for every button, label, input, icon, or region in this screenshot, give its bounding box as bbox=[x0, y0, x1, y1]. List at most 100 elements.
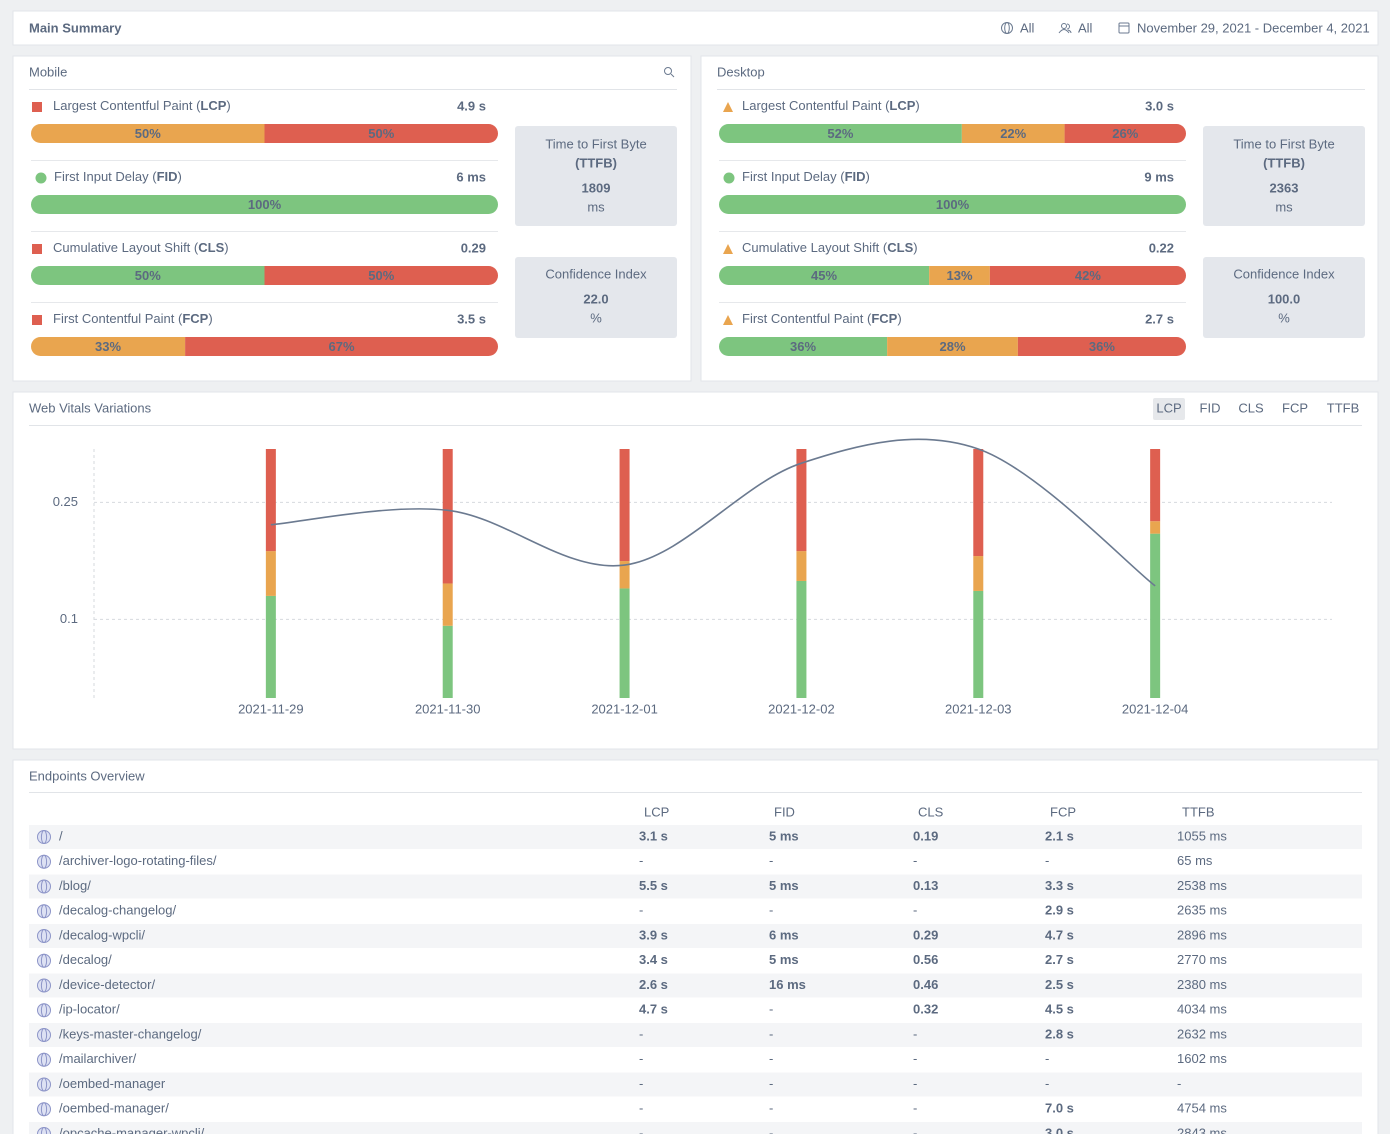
endpoint-path[interactable]: /opcache-manager-wpcli/ bbox=[59, 1125, 205, 1134]
endpoint-path[interactable]: /device-detector/ bbox=[59, 977, 155, 992]
filter[interactable]: All bbox=[1001, 20, 1035, 35]
tab[interactable]: LCP bbox=[1153, 398, 1185, 420]
confidence-unit: % bbox=[1278, 310, 1290, 325]
metric-name-part: ) bbox=[897, 311, 901, 326]
metric-cell: 2635 ms bbox=[1177, 903, 1227, 918]
ttfb-value: 2363 bbox=[1270, 180, 1299, 195]
distribution-bar bbox=[719, 337, 1186, 356]
column-header: FID bbox=[774, 804, 795, 819]
endpoint-path[interactable]: /oembed-manager bbox=[59, 1076, 166, 1091]
distribution-segment bbox=[264, 266, 498, 285]
endpoint-icon-line bbox=[40, 904, 48, 919]
endpoint-icon bbox=[37, 1028, 51, 1042]
confidence-title: Confidence Index bbox=[1233, 266, 1335, 281]
confidence-value: 100.0 bbox=[1268, 291, 1301, 306]
users-icon-body bbox=[1058, 23, 1072, 34]
bar-segment bbox=[973, 590, 984, 698]
endpoint-path[interactable]: /oembed-manager/ bbox=[59, 1101, 169, 1116]
status-icon bbox=[32, 102, 42, 112]
endpoint-path[interactable]: /keys-master-changelog/ bbox=[59, 1026, 202, 1041]
distribution-bar bbox=[719, 124, 1186, 143]
metric-name-part: ) bbox=[915, 98, 919, 113]
metric-name-part: LCP bbox=[889, 98, 915, 113]
metric-name: Cumulative Layout Shift (CLS) bbox=[53, 240, 229, 255]
row-stripe bbox=[29, 1023, 1362, 1047]
endpoint-path[interactable]: /decalog-wpcli/ bbox=[59, 927, 145, 942]
metric-cell: - bbox=[1177, 1076, 1181, 1091]
metric-cell: - bbox=[913, 903, 917, 918]
metric-cell: - bbox=[1045, 1076, 1049, 1091]
tab[interactable]: TTFB bbox=[1327, 400, 1360, 415]
metric-cell: - bbox=[913, 853, 917, 868]
metric-value: 0.22 bbox=[1149, 240, 1174, 255]
ttfb-unit: ms bbox=[587, 199, 605, 214]
metric-cell: - bbox=[769, 1125, 773, 1134]
distribution-segment bbox=[1064, 124, 1186, 143]
bar-segment bbox=[796, 449, 807, 552]
distribution-label: 28% bbox=[939, 339, 965, 354]
endpoint-path[interactable]: /archiver-logo-rotating-files/ bbox=[59, 853, 217, 868]
bar-segment bbox=[973, 449, 984, 557]
panel-title: Desktop bbox=[717, 64, 765, 79]
distribution-segment bbox=[719, 195, 1186, 214]
metric-cell: - bbox=[913, 1026, 917, 1041]
endpoint-path[interactable]: /ip-locator/ bbox=[59, 1002, 120, 1017]
distribution-label: 50% bbox=[135, 268, 161, 283]
endpoint-path[interactable]: /decalog-changelog/ bbox=[59, 903, 176, 918]
bar-segment bbox=[619, 449, 630, 562]
metric-cell: 3.3 s bbox=[1045, 878, 1074, 893]
metric-cell: 4754 ms bbox=[1177, 1101, 1227, 1116]
zoom-icon-handle bbox=[670, 73, 675, 78]
metric-name-part: CLS bbox=[198, 240, 224, 255]
metric-cell: 1602 ms bbox=[1177, 1051, 1227, 1066]
x-tick-label: 2021-12-03 bbox=[945, 701, 1012, 716]
panel-title: Endpoints Overview bbox=[29, 768, 145, 783]
metric-cell: 2.9 s bbox=[1045, 903, 1074, 918]
endpoint-icon-line bbox=[40, 1052, 48, 1067]
distribution-label: 42% bbox=[1075, 268, 1101, 283]
bar-segment bbox=[973, 556, 984, 591]
tab[interactable]: FID bbox=[1200, 400, 1221, 415]
status-icon bbox=[32, 244, 42, 254]
metric-name: First Contentful Paint (FCP) bbox=[742, 311, 902, 326]
tab[interactable]: CLS bbox=[1238, 400, 1264, 415]
panel bbox=[12, 10, 1379, 46]
metric-cell: - bbox=[639, 1076, 643, 1091]
metric-cell: 2632 ms bbox=[1177, 1026, 1227, 1041]
endpoint-icon-line bbox=[40, 1102, 48, 1117]
endpoint-icon-line bbox=[40, 1003, 48, 1018]
distribution-segment bbox=[31, 337, 186, 356]
filter[interactable]: November 29, 2021 - December 4, 2021 bbox=[1118, 20, 1370, 35]
metric-cell: - bbox=[1045, 1051, 1049, 1066]
metric-cell: - bbox=[639, 1051, 643, 1066]
bar-segment bbox=[442, 583, 453, 626]
metric-name-part: First Input Delay ( bbox=[54, 169, 157, 184]
endpoint-path[interactable]: /mailarchiver/ bbox=[59, 1051, 137, 1066]
distribution-segment bbox=[31, 124, 265, 143]
tab-label: LCP bbox=[1156, 400, 1181, 415]
distribution-label: 36% bbox=[1089, 339, 1115, 354]
metric-name-part: ) bbox=[913, 240, 917, 255]
metric-name-part: ) bbox=[178, 169, 182, 184]
distribution-segment bbox=[719, 124, 962, 143]
metric-cell: 3.4 s bbox=[639, 952, 668, 967]
metric-cell: - bbox=[769, 903, 773, 918]
endpoint-path[interactable]: /decalog/ bbox=[59, 952, 112, 967]
metric-cell: 2.6 s bbox=[639, 977, 668, 992]
row-stripe bbox=[29, 1122, 1362, 1134]
tab-label: TTFB bbox=[1327, 400, 1360, 415]
distribution-bar bbox=[719, 266, 1186, 285]
filter[interactable]: All bbox=[1058, 20, 1093, 35]
distribution-label: 26% bbox=[1112, 126, 1138, 141]
metric-name-part: ) bbox=[226, 98, 230, 113]
tab[interactable]: FCP bbox=[1282, 400, 1308, 415]
endpoint-path[interactable]: /blog/ bbox=[59, 878, 91, 893]
endpoint-icon bbox=[37, 929, 51, 943]
endpoint-path[interactable]: / bbox=[59, 828, 63, 843]
ttfb-title: Time to First Byte bbox=[545, 136, 646, 151]
bar-segment bbox=[619, 561, 630, 589]
endpoint-icon bbox=[37, 1077, 51, 1092]
zoom-icon[interactable] bbox=[664, 67, 672, 75]
metric-cell: - bbox=[769, 1026, 773, 1041]
metric-name-part: Cumulative Layout Shift ( bbox=[742, 240, 888, 255]
